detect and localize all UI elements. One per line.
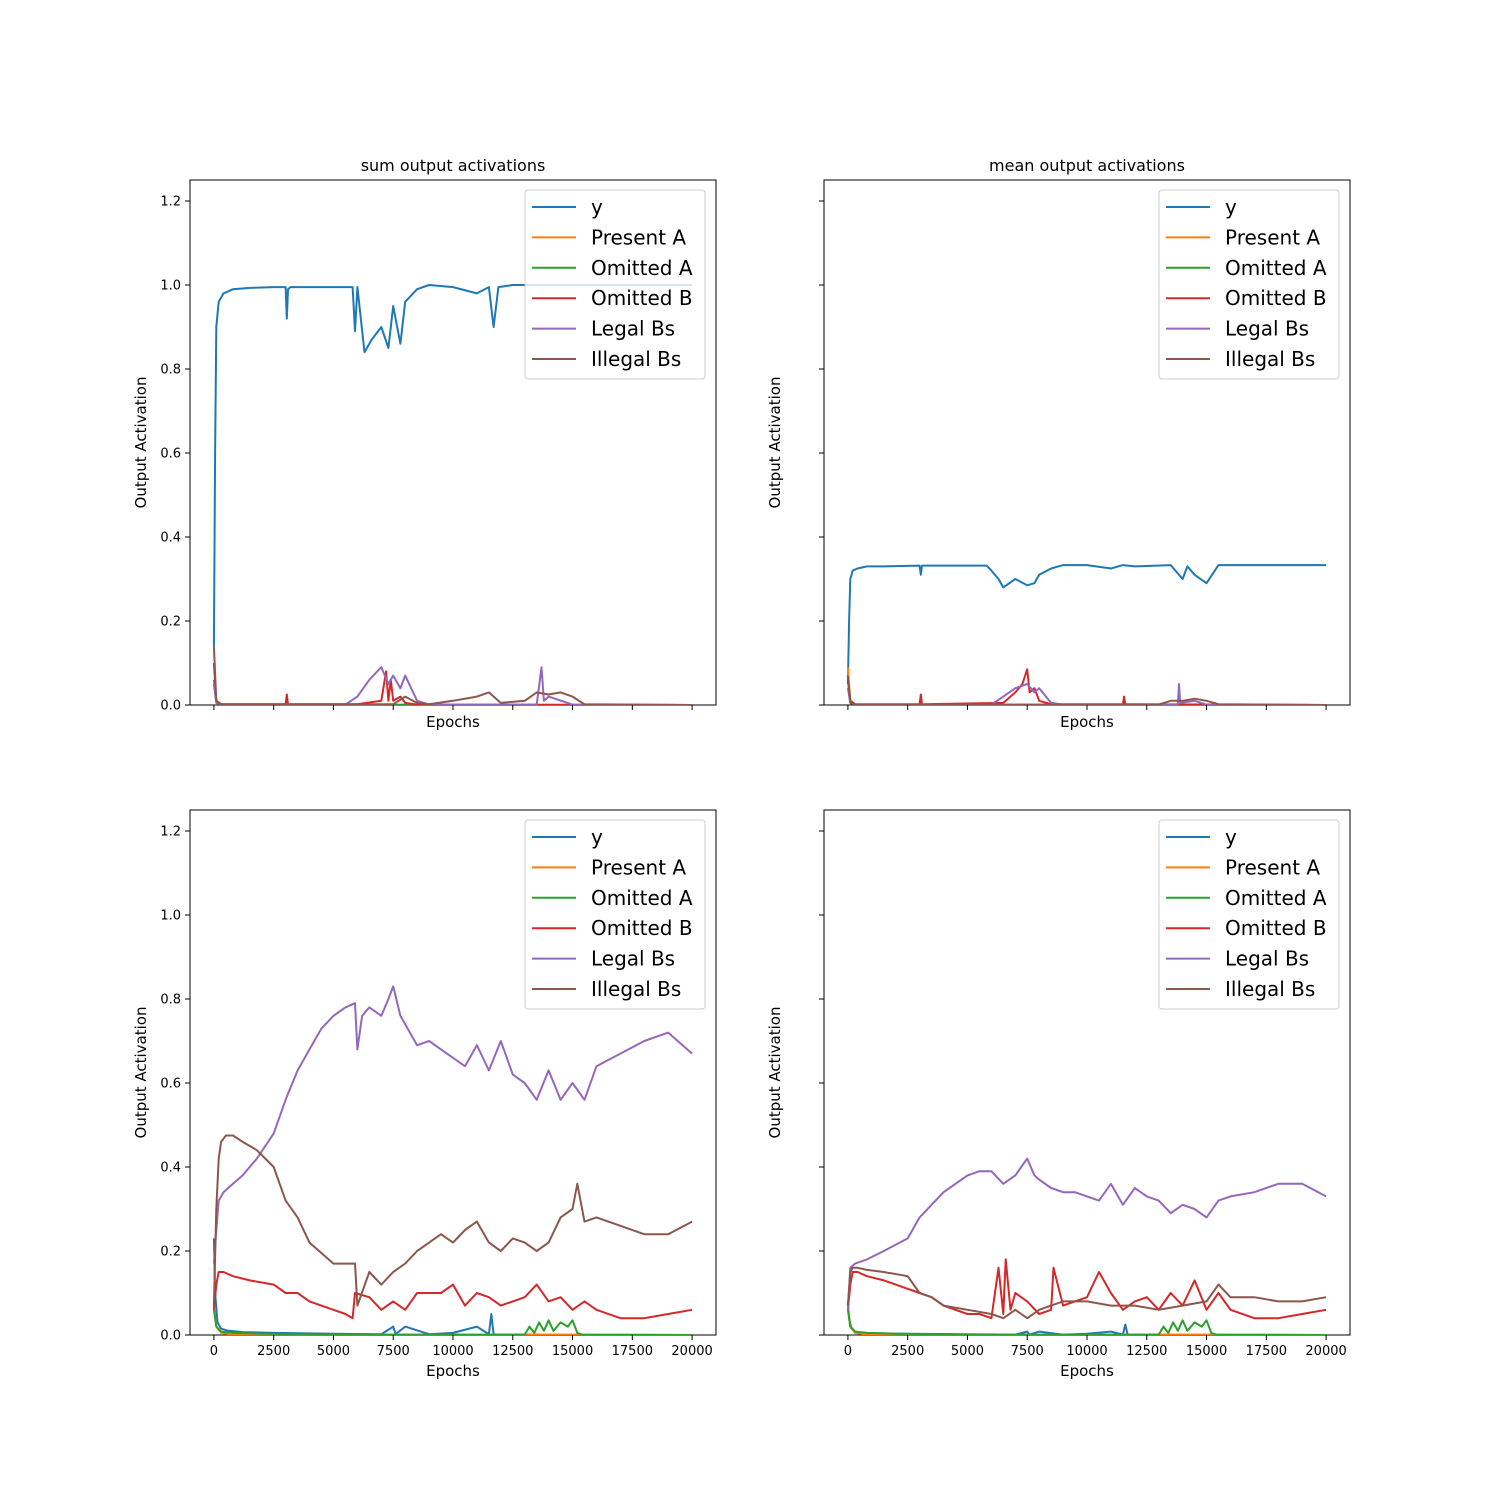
series-line-omitted-b (846, 1258, 1327, 1320)
chart-title: mean output activations (989, 156, 1185, 175)
series-line-illegal-bs (212, 1134, 693, 1307)
legend-label: Legal Bs (1225, 317, 1309, 341)
series-group (212, 985, 693, 1335)
y-axis-label: Output Activation (766, 377, 784, 509)
x-tick-label: 7500 (377, 1344, 410, 1359)
x-tick-label: 5000 (951, 1344, 984, 1359)
x-tick-label: 2500 (257, 1344, 290, 1359)
legend-label: Omitted B (591, 916, 693, 940)
legend-label: y (591, 825, 603, 849)
x-tick-label: 0 (844, 1344, 852, 1359)
legend-label: Omitted B (1225, 916, 1327, 940)
x-tick-label: 12500 (1126, 1344, 1167, 1359)
y-tick-label: 1.0 (160, 279, 181, 294)
series-line-omitted-a (846, 1309, 1327, 1335)
legend-label: Legal Bs (1225, 947, 1309, 971)
y-axis-label: Output Activation (766, 1007, 784, 1139)
legend-label: Illegal Bs (1225, 347, 1315, 371)
legend-label: y (1225, 195, 1237, 219)
y-tick-label: 0.8 (160, 993, 181, 1008)
y-tick-label: 0.6 (160, 1077, 181, 1092)
chart-panel-3: 0 2500 5000 7500 10000 12500 15000 17500 20000 0.… (132, 809, 717, 1380)
series-line-illegal-bs (212, 646, 693, 705)
legend: y Present A Omitted A Omitted B Legal Bs Ille… (524, 819, 706, 1010)
x-axis-label: Epochs (426, 713, 480, 731)
y-tick-label: 0.0 (160, 1329, 181, 1344)
x-tick-label: 0 (210, 1344, 218, 1359)
x-tick-label: 10000 (432, 1344, 473, 1359)
y-tick-label: 0.0 (160, 699, 181, 714)
legend-label: y (591, 195, 603, 219)
y-tick-label: 0.4 (160, 1161, 181, 1176)
series-line-illegal-bs (846, 675, 1327, 705)
legend-label: Present A (591, 225, 686, 249)
y-tick-label: 0.2 (160, 615, 181, 630)
y-tick-label: 0.6 (160, 447, 181, 462)
x-axis-label: Epochs (426, 1362, 480, 1380)
x-tick-label: 10000 (1066, 1344, 1107, 1359)
x-tick-label: 5000 (317, 1344, 350, 1359)
legend-label: Illegal Bs (591, 347, 681, 371)
legend-label: Omitted A (591, 256, 693, 280)
legend-label: Omitted B (591, 286, 693, 310)
legend: y Present A Omitted A Omitted B Legal Bs Ille… (524, 189, 706, 380)
series-group (846, 564, 1327, 705)
legend-label: Omitted A (1225, 886, 1327, 910)
series-line-legal-bs (846, 1157, 1327, 1310)
y-axis-label: Output Activation (132, 377, 150, 509)
x-tick-label: 7500 (1011, 1344, 1044, 1359)
legend-label: Present A (1225, 855, 1320, 879)
series-line-omitted-b (212, 1271, 693, 1320)
chart-panel-4: 0 2500 5000 7500 10000 12500 15000 17500 20000 Ep… (766, 809, 1351, 1380)
x-axis-label: Epochs (1060, 1362, 1114, 1380)
chart-panel-1: 0.0 0.2 0.4 0.6 0.8 1.0 1.2 Epochs Output Activa… (132, 156, 717, 731)
series-group (846, 1157, 1327, 1335)
legend-label: Illegal Bs (1225, 977, 1315, 1001)
legend-label: y (1225, 825, 1237, 849)
chart-title: sum output activations (361, 156, 546, 175)
y-tick-label: 1.0 (160, 909, 181, 924)
legend-label: Legal Bs (591, 947, 675, 971)
x-tick-label: 12500 (492, 1344, 533, 1359)
chart-panel-2: Epochs Output Activation mean output activ… (766, 156, 1351, 731)
legend-label: Illegal Bs (591, 977, 681, 1001)
x-tick-label: 15000 (1186, 1344, 1227, 1359)
y-tick-label: 0.8 (160, 363, 181, 378)
legend-label: Legal Bs (591, 317, 675, 341)
y-tick-label: 0.4 (160, 531, 181, 546)
legend-label: Omitted A (591, 886, 693, 910)
y-tick-label: 1.2 (160, 825, 181, 840)
x-tick-label: 15000 (552, 1344, 593, 1359)
x-tick-label: 17500 (612, 1344, 653, 1359)
y-axis-label: Output Activation (132, 1007, 150, 1139)
legend: y Present A Omitted A Omitted B Legal Bs Ille… (1158, 189, 1340, 380)
y-tick-label: 1.2 (160, 195, 181, 210)
series-group (212, 284, 693, 705)
series-line-y (212, 284, 693, 647)
legend-label: Present A (1225, 225, 1320, 249)
legend-label: Present A (591, 855, 686, 879)
legend-label: Omitted A (1225, 256, 1327, 280)
series-line-illegal-bs (846, 1266, 1327, 1320)
series-line-omitted-a (212, 1309, 693, 1335)
x-tick-label: 20000 (1305, 1344, 1346, 1359)
x-axis-label: Epochs (1060, 713, 1114, 731)
x-tick-label: 17500 (1246, 1344, 1287, 1359)
legend: y Present A Omitted A Omitted B Legal Bs Ille… (1158, 819, 1340, 1010)
y-tick-label: 0.2 (160, 1245, 181, 1260)
series-line-legal-bs (212, 985, 693, 1264)
series-line-y (846, 564, 1327, 685)
x-tick-label: 20000 (671, 1344, 712, 1359)
legend-label: Omitted B (1225, 286, 1327, 310)
x-tick-label: 2500 (891, 1344, 924, 1359)
